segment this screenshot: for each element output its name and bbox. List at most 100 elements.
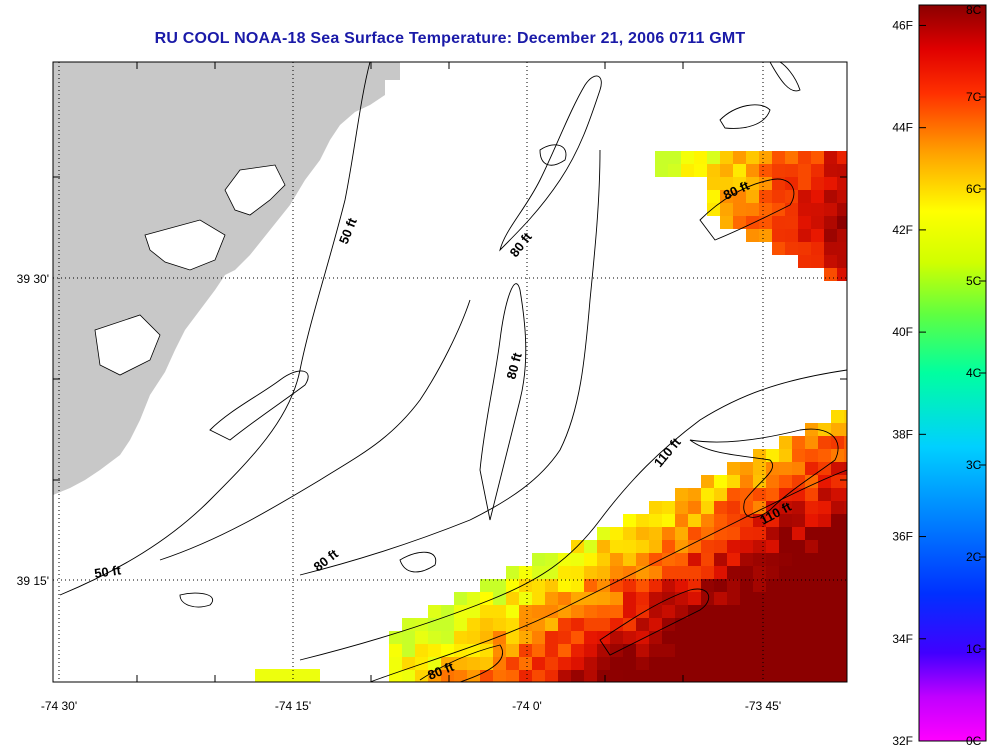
sst-cell — [558, 592, 571, 605]
sst-cell — [610, 605, 623, 618]
sst-cell — [415, 631, 428, 644]
sst-cell — [766, 566, 779, 579]
sst-cell — [714, 592, 727, 605]
sst-cell — [733, 177, 746, 190]
sst-cell — [831, 579, 844, 592]
sst-cell — [837, 190, 847, 203]
sst-cell — [701, 670, 714, 682]
sst-cell — [428, 605, 441, 618]
colorbar-c-label: 7C — [966, 90, 982, 104]
sst-cell — [701, 592, 714, 605]
sst-cell — [831, 527, 844, 540]
sst-cell — [402, 644, 415, 657]
sst-cell — [753, 566, 766, 579]
sst-cell — [805, 423, 818, 436]
sst-cell — [824, 268, 837, 281]
sst-cell — [662, 540, 675, 553]
map-title: RU COOL NOAA-18 Sea Surface Temperature:… — [154, 30, 746, 47]
sst-cell — [831, 592, 844, 605]
sst-cell — [688, 514, 701, 527]
sst-cell — [792, 566, 805, 579]
sst-cell — [649, 501, 662, 514]
sst-cell — [675, 657, 688, 670]
sst-cell — [779, 644, 792, 657]
sst-cell — [688, 488, 701, 501]
sst-cell — [740, 540, 753, 553]
sst-cell — [545, 618, 558, 631]
sst-cell — [441, 618, 454, 631]
sst-cell — [753, 592, 766, 605]
sst-cell — [759, 216, 772, 229]
sst-cell — [844, 423, 847, 436]
sst-cell — [701, 631, 714, 644]
sst-cell — [545, 566, 558, 579]
sst-cell — [519, 592, 532, 605]
sst-cell — [766, 631, 779, 644]
sst-cell — [636, 514, 649, 527]
sst-cell — [798, 242, 811, 255]
sst-cell — [818, 605, 831, 618]
sst-cell — [779, 605, 792, 618]
sst-cell — [415, 644, 428, 657]
sst-cell — [740, 527, 753, 540]
sst-cell — [831, 449, 844, 462]
sst-cell — [753, 605, 766, 618]
sst-cell — [714, 670, 727, 682]
sst-cell — [818, 501, 831, 514]
sst-cell — [493, 670, 506, 682]
sst-cell — [766, 605, 779, 618]
colorbar-c-label: 3C — [966, 458, 982, 472]
colorbar-c-label: 2C — [966, 550, 982, 564]
sst-cell — [733, 203, 746, 216]
sst-cell — [837, 164, 847, 177]
sst-cell — [714, 644, 727, 657]
sst-cell — [707, 151, 720, 164]
sst-cell — [636, 657, 649, 670]
sst-cell — [740, 566, 753, 579]
sst-cell — [831, 410, 844, 423]
sst-cell — [694, 151, 707, 164]
sst-cell — [779, 436, 792, 449]
colorbar-c-label: 6C — [966, 182, 982, 196]
sst-cell — [675, 540, 688, 553]
sst-cell — [558, 670, 571, 682]
axis-ticks — [53, 62, 847, 682]
sst-cell — [779, 618, 792, 631]
sst-cell — [792, 631, 805, 644]
sst-cell — [493, 657, 506, 670]
sst-cell — [610, 631, 623, 644]
sst-cell — [733, 164, 746, 177]
sst-cell — [844, 527, 847, 540]
sst-cell — [675, 501, 688, 514]
sst-cell — [571, 631, 584, 644]
sst-cell — [714, 475, 727, 488]
sst-cell — [636, 670, 649, 682]
sst-cell — [740, 657, 753, 670]
sst-cell — [837, 177, 847, 190]
sst-cell — [389, 644, 402, 657]
sst-cell — [727, 579, 740, 592]
sst-cell — [766, 514, 779, 527]
sst-cell — [701, 605, 714, 618]
sst-cell — [805, 644, 818, 657]
depth-label: 80 ft — [503, 350, 525, 380]
sst-cell — [844, 631, 847, 644]
sst-cell — [818, 592, 831, 605]
sst-cell — [558, 579, 571, 592]
sst-cell — [818, 488, 831, 501]
sst-cell — [714, 618, 727, 631]
sst-cell — [597, 670, 610, 682]
sst-cell — [805, 592, 818, 605]
sst-cell — [746, 216, 759, 229]
sst-cell — [662, 566, 675, 579]
sst-cell — [714, 657, 727, 670]
sst-cell — [506, 670, 519, 682]
colorbar-c-label: 0C — [966, 734, 982, 748]
sst-cell — [558, 605, 571, 618]
sst-cell — [623, 618, 636, 631]
sst-cell — [818, 670, 831, 682]
sst-cell — [844, 605, 847, 618]
sst-cell — [844, 514, 847, 527]
sst-cell — [701, 618, 714, 631]
sst-cell — [727, 670, 740, 682]
